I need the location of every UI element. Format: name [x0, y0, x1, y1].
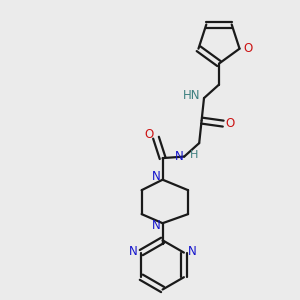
Text: N: N [174, 150, 183, 163]
Text: N: N [152, 170, 160, 183]
Text: HN: HN [183, 89, 200, 102]
Text: N: N [188, 244, 197, 258]
Text: O: O [145, 128, 154, 141]
Text: O: O [243, 42, 253, 55]
Text: N: N [152, 219, 160, 232]
Text: N: N [128, 244, 137, 258]
Text: O: O [225, 117, 234, 130]
Text: H: H [190, 150, 198, 160]
